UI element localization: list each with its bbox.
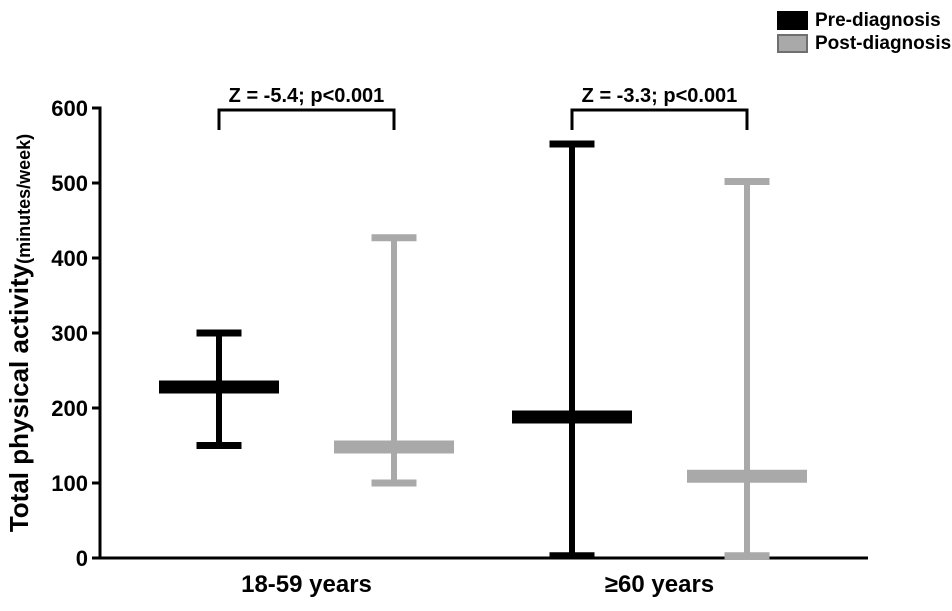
error-bar-whisker-pre-group2 xyxy=(569,144,575,556)
error-bar-upper-cap-post-group2 xyxy=(724,178,770,185)
error-bar-median-post-group2 xyxy=(687,469,807,483)
error-bar-lower-cap-pre-group1 xyxy=(196,442,242,449)
error-bar-lower-cap-post-group2 xyxy=(724,552,770,560)
error-bar-median-pre-group2 xyxy=(512,410,632,424)
significance-bracket-1 xyxy=(217,108,396,130)
significance-label-1: Z = -5.4; p<0.001 xyxy=(229,85,385,107)
error-bar-upper-cap-post-group1 xyxy=(371,234,417,242)
post-diagnosis-swatch xyxy=(777,34,808,53)
y-axis-title: Total physical activity (minutes/week) xyxy=(4,108,50,558)
error-bar-whisker-post-group2 xyxy=(744,181,750,556)
y-tick-label: 100 xyxy=(51,471,88,496)
y-axis-title-main: Total physical activity xyxy=(4,263,34,533)
y-tick-label: 200 xyxy=(51,396,88,421)
significance-label-2: Z = -3.3; p<0.001 xyxy=(582,85,738,107)
pre-diagnosis-swatch xyxy=(777,11,808,30)
error-bar-lower-cap-pre-group2 xyxy=(549,552,595,560)
legend-item-pre-diagnosis: Pre-diagnosis xyxy=(777,11,951,30)
error-bar-lower-cap-post-group1 xyxy=(371,479,417,487)
error-bar-median-pre-group1 xyxy=(159,380,279,394)
legend: Pre-diagnosis Post-diagnosis xyxy=(777,11,951,53)
significance-bracket-2 xyxy=(570,108,749,130)
x-category-label-1: 18-59 years xyxy=(241,571,372,598)
y-tick-label: 600 xyxy=(51,96,88,121)
y-tick-label: 400 xyxy=(51,246,88,271)
y-tick-label: 300 xyxy=(51,321,88,346)
y-tick-label: 0 xyxy=(76,546,88,571)
x-category-label-2: ≥60 years xyxy=(605,571,714,598)
y-axis-title-unit: (minutes/week) xyxy=(14,133,34,264)
y-tick-label: 500 xyxy=(51,171,88,196)
legend-label-post-diagnosis: Post-diagnosis xyxy=(815,33,952,54)
legend-label-pre-diagnosis: Pre-diagnosis xyxy=(815,10,941,31)
error-bar-whisker-post-group1 xyxy=(391,237,397,483)
error-bar-upper-cap-pre-group2 xyxy=(549,140,595,148)
error-bar-median-post-group1 xyxy=(334,440,454,454)
legend-item-post-diagnosis: Post-diagnosis xyxy=(777,34,951,53)
error-bar-upper-cap-pre-group1 xyxy=(196,329,242,337)
